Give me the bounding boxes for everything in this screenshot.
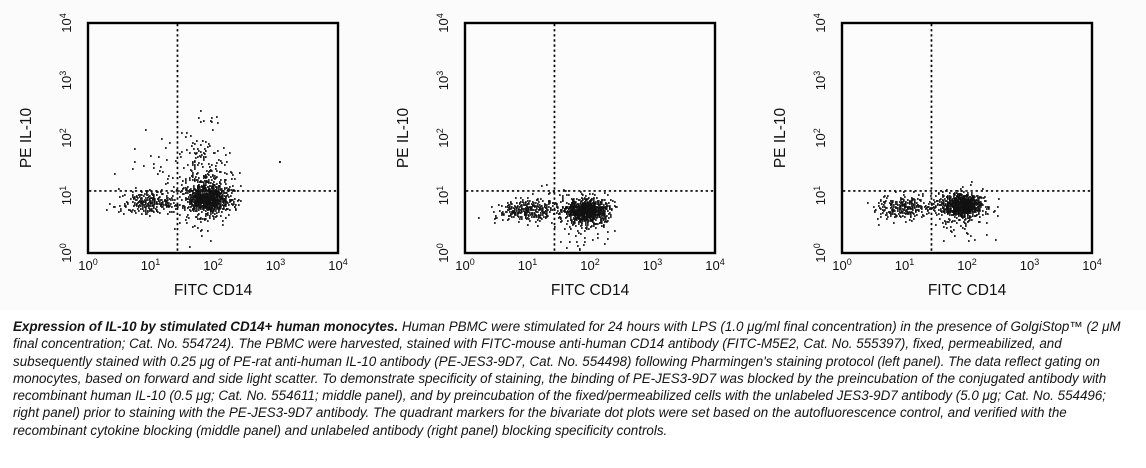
y-tick-label: 101 (435, 186, 451, 205)
caption-body: Human PBMC were stimulated for 24 hours … (13, 319, 1121, 438)
y-tick-label: 103 (435, 71, 451, 90)
y-tick-label: 104 (812, 13, 828, 32)
x-tick-label: 104 (1082, 257, 1101, 273)
x-tick-label: 100 (832, 257, 851, 273)
x-axis-label: FITC CD14 (551, 282, 630, 299)
dot-cloud-cd14pos-halo (541, 190, 618, 237)
dot-cloud-below-scatter (174, 206, 237, 242)
dot-cloud-cd14neg-band (867, 191, 949, 226)
x-tick-label: 101 (518, 257, 537, 273)
figure-caption: Expression of IL-10 by stimulated CD14+ … (13, 318, 1135, 439)
y-tick-label: 102 (58, 128, 74, 147)
x-tick-label: 102 (580, 257, 599, 273)
y-tick-label: 104 (58, 13, 74, 32)
y-tick-label: 103 (58, 71, 74, 90)
caption-title: Expression of IL-10 by stimulated CD14+ … (13, 319, 399, 334)
x-tick-label: 101 (895, 257, 914, 273)
y-axis-label: PE IL-10 (772, 107, 789, 168)
y-tick-label: 103 (812, 71, 828, 90)
x-axis-label: FITC CD14 (928, 282, 1007, 299)
dot-cloud-below-tail (554, 212, 616, 251)
plot-frame (86, 21, 340, 255)
y-tick-label: 102 (812, 128, 828, 147)
y-axis-label: PE IL-10 (395, 107, 412, 168)
dot-cloud-upper-left-sparse (114, 129, 204, 248)
y-tick-label: 100 (58, 243, 74, 262)
x-tick-label: 104 (328, 257, 347, 273)
x-tick-label: 102 (957, 257, 976, 273)
x-tick-label: 100 (78, 257, 97, 273)
y-tick-label: 104 (435, 13, 451, 32)
dot-cloud-il10-high-tail (167, 110, 241, 232)
y-tick-label: 100 (812, 243, 828, 262)
y-axis-label: PE IL-10 (18, 107, 35, 168)
y-tick-label: 102 (435, 128, 451, 147)
dot-cloud-cd14neg-band (106, 187, 189, 217)
dot-cloud-cd14pos-halo (164, 160, 242, 231)
dot-cloud-near-line-above (541, 184, 582, 200)
dot-plot-figure-row: 100 100 101 101 102 102 103 103 104 104 FITC CD14 P… (18, 13, 1102, 299)
y-tick-label: 100 (435, 243, 451, 262)
dot-cloud-cd14pos-halo (916, 181, 1000, 236)
dot-cloud-cd14pos-il10-main (177, 179, 240, 219)
y-tick-label: 101 (812, 186, 828, 205)
x-tick-label: 104 (705, 257, 724, 273)
dot-cloud-cd14neg-band (478, 193, 567, 227)
x-tick-label: 100 (455, 257, 474, 273)
x-tick-label: 103 (643, 257, 662, 273)
x-axis-label: FITC CD14 (174, 282, 253, 299)
dot-cloud-below-tail (921, 209, 997, 242)
x-tick-label: 101 (141, 257, 160, 273)
y-tick-label: 101 (58, 186, 74, 205)
x-tick-label: 103 (1020, 257, 1039, 273)
dot-cloud-cd14pos-blocked-main (935, 189, 990, 223)
x-tick-label: 103 (266, 257, 285, 273)
x-tick-label: 102 (203, 257, 222, 273)
